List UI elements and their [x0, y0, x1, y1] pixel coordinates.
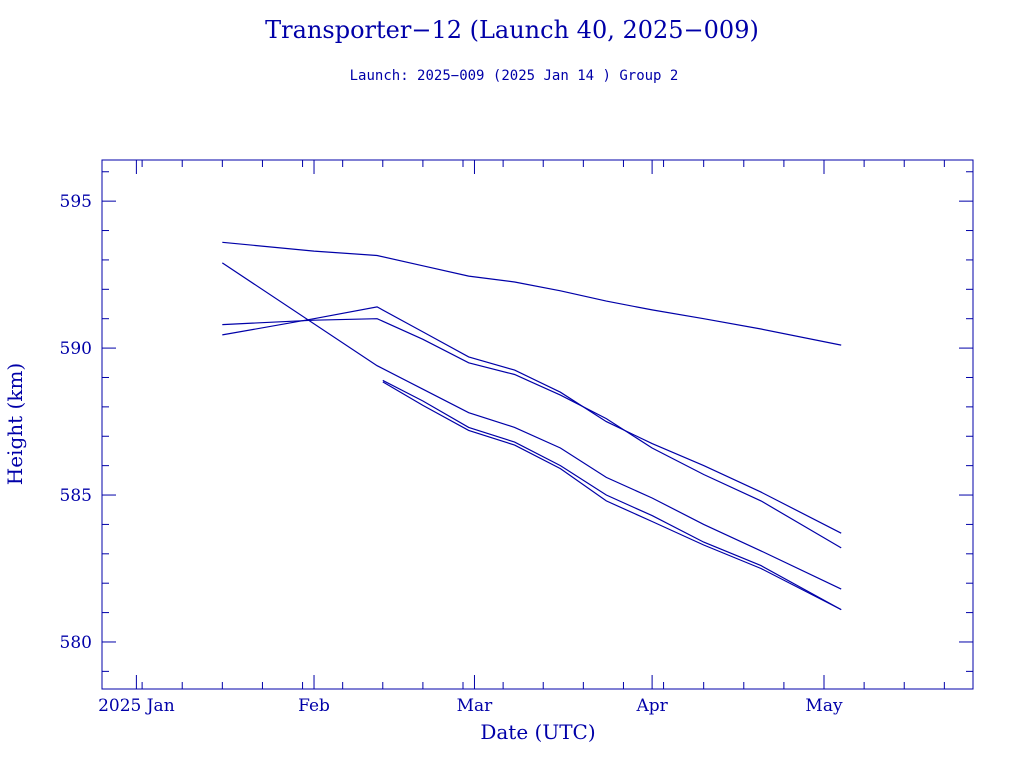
y-tick-label: 590 [60, 339, 92, 359]
y-tick-label: 585 [60, 486, 92, 506]
x-tick-label: Feb [298, 696, 330, 716]
series-group [221, 241, 842, 611]
x-tick-label: Apr [635, 696, 668, 716]
series-line-2 [222, 318, 842, 549]
y-axis-label: Height (km) [3, 363, 27, 485]
x-tick-label: May [805, 696, 843, 716]
series-line-4 [221, 262, 842, 590]
x-tick-label: Mar [457, 696, 494, 716]
x-axis-label: Date (UTC) [480, 720, 595, 744]
series-line-3 [222, 306, 842, 534]
y-tick-label: 595 [60, 192, 92, 212]
series-line-5 [382, 379, 842, 611]
tick-labels: 580 585 590 595 2025 Jan Feb Mar Apr May [60, 192, 843, 716]
series-line-1 [222, 241, 842, 346]
series-line-6 [382, 381, 842, 611]
chart-title: Transporter−12 (Launch 40, 2025−009) [265, 16, 759, 44]
y-tick-label: 580 [60, 633, 92, 653]
chart-subtitle: Launch: 2025−009 (2025 Jan 14 ) Group 2 [350, 68, 679, 84]
axis-ticks [101, 160, 973, 689]
plot-frame [101, 159, 974, 690]
x-tick-label: 2025 Jan [98, 696, 175, 716]
